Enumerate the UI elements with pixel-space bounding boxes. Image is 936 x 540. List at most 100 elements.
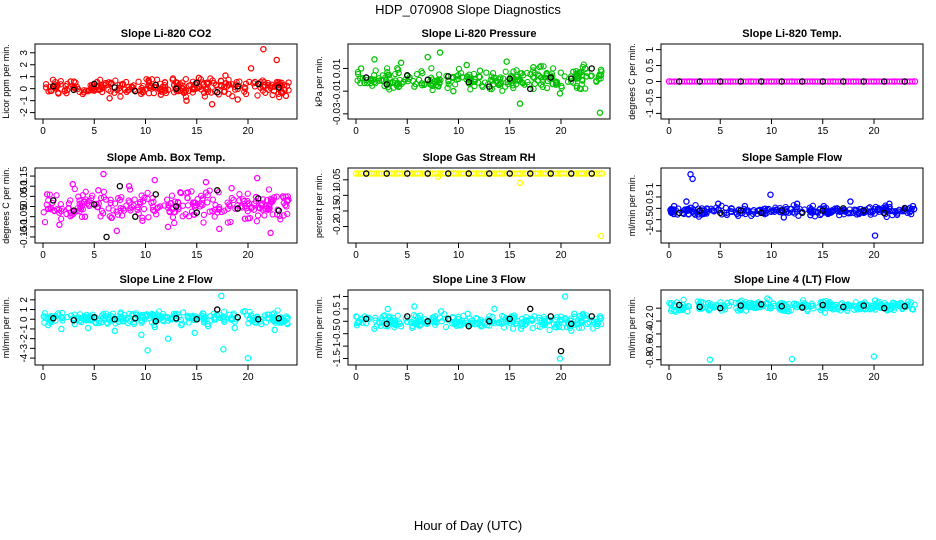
scatter-point [150, 89, 158, 97]
scatter-point [497, 79, 505, 86]
scatter-point [571, 310, 578, 318]
scatter-point [840, 211, 848, 218]
scatter-point [840, 205, 847, 212]
scatter-point [696, 303, 704, 311]
scatter-point [436, 49, 444, 56]
scatter-point [676, 301, 683, 309]
scatter-point [466, 71, 473, 78]
scatter-point [543, 84, 551, 92]
scatter-point [502, 68, 509, 75]
scatter-point [69, 180, 76, 188]
scatter-point [204, 322, 212, 330]
y-tick-label: 0 [645, 305, 656, 311]
scatter-point [371, 76, 378, 83]
scatter-point [207, 75, 214, 82]
scatter-point [106, 95, 113, 102]
scatter-point [395, 69, 402, 77]
scatter-point [100, 81, 107, 88]
scatter-point [429, 82, 436, 90]
scatter-point [284, 82, 291, 90]
scatter-point [442, 323, 450, 331]
scatter-point [383, 81, 390, 88]
y-tick-label: 3 [19, 50, 30, 56]
scatter-point [47, 315, 54, 322]
scatter-point [172, 203, 180, 210]
scatter-point [127, 207, 134, 214]
scatter-point [58, 313, 65, 321]
scatter-point [192, 80, 199, 87]
scatter-point [277, 318, 284, 325]
scatter-point [164, 335, 172, 342]
scatter-point [135, 78, 142, 85]
scatter-point [141, 194, 148, 201]
scatter-point [860, 209, 868, 217]
x-tick-label: 10 [766, 250, 778, 261]
scatter-point [117, 93, 124, 100]
scatter-point [78, 213, 86, 221]
scatter-point [220, 308, 228, 315]
scatter-point [485, 170, 493, 177]
scatter-point [109, 207, 117, 214]
y-tick-label: 0.05 [19, 186, 30, 206]
y-tick-label: 0 [19, 203, 30, 209]
scatter-point [891, 209, 899, 216]
scatter-point [527, 170, 534, 177]
scatter-point [224, 199, 231, 206]
scatter-point [546, 326, 553, 334]
scatter-point [557, 69, 564, 76]
y-tick-label: -1 [332, 341, 343, 350]
scatter-point [285, 79, 292, 86]
scatter-point [365, 316, 372, 323]
scatter-point [523, 318, 530, 325]
scatter-point [59, 317, 66, 324]
scatter-point [263, 196, 271, 204]
scatter-point [184, 189, 192, 196]
x-tick-label: 15 [504, 250, 516, 261]
scatter-point [573, 75, 581, 82]
scatter-point [196, 84, 203, 91]
primary-series-density [353, 310, 605, 334]
scatter-point [100, 188, 108, 195]
scatter-point [593, 319, 600, 326]
chart-panel-9: Slope Line 4 (LT) Flow ml/min per min. 0 5 1… [627, 274, 924, 383]
scatter-point [283, 319, 291, 327]
scatter-point [144, 189, 151, 197]
scatter-point [847, 198, 854, 205]
y-tick-label: 0 [645, 205, 656, 211]
scatter-point [909, 306, 917, 313]
x-tick-label: 15 [504, 372, 516, 383]
x-tick-label: 5 [404, 372, 410, 383]
scatter-point [860, 207, 868, 214]
scatter-point [437, 308, 445, 315]
scatter-point [570, 68, 577, 76]
chart-title: Slope Li-820 Temp. [742, 28, 841, 40]
scatter-point [241, 84, 248, 91]
scatter-point [100, 310, 107, 318]
scatter-point [475, 73, 483, 80]
scatter-point [392, 70, 399, 78]
scatter-point [695, 211, 702, 218]
scatter-point [696, 207, 704, 214]
scatter-point [851, 306, 858, 313]
scatter-point [200, 81, 207, 88]
scatter-point [280, 212, 287, 219]
scatter-point [431, 78, 439, 85]
y-tick-label: 0 [19, 316, 30, 322]
scatter-point [416, 321, 424, 328]
scatter-point [216, 225, 223, 233]
scatter-point [667, 301, 675, 308]
scatter-point [728, 298, 735, 306]
scatter-point [179, 213, 186, 220]
scatter-point [471, 82, 478, 90]
scatter-point [714, 200, 722, 208]
scatter-point [559, 324, 566, 331]
scatter-point [356, 319, 363, 326]
scatter-point [184, 195, 191, 202]
scatter-point [194, 196, 201, 203]
scatter-point [117, 207, 124, 214]
x-tick-label: 10 [140, 250, 152, 261]
y-tick-label: -1 [19, 324, 30, 333]
scatter-point [785, 209, 792, 216]
scatter-point [396, 76, 403, 84]
